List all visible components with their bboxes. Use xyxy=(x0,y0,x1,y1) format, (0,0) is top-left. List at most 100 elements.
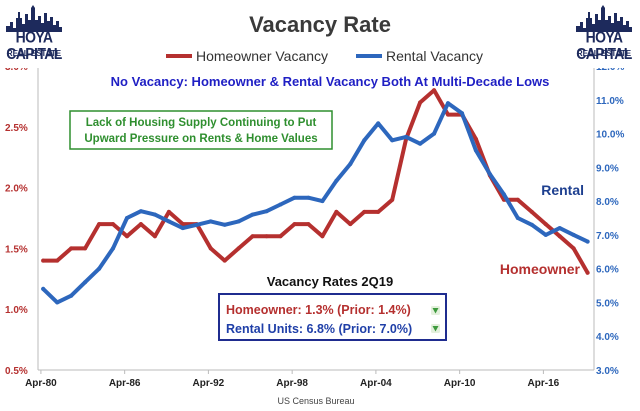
data-point-homeowner xyxy=(222,258,227,263)
data-point-rental xyxy=(194,222,199,227)
right-y-tick-label: 4.0% xyxy=(596,332,619,343)
data-point-rental xyxy=(292,195,297,200)
data-point-rental xyxy=(515,216,520,220)
left-y-tick-label: 2.5% xyxy=(5,123,28,134)
data-point-rental xyxy=(501,192,506,197)
homeowner-down-arrow-icon xyxy=(431,306,440,315)
data-point-rental xyxy=(41,286,46,291)
data-point-rental xyxy=(83,280,88,285)
chart-title: Vacancy Rate xyxy=(249,12,391,37)
data-point-rental xyxy=(138,209,143,214)
left-y-tick-label: 0.5% xyxy=(5,366,28,377)
data-point-homeowner xyxy=(125,234,129,239)
data-point-rental xyxy=(278,202,283,207)
source-note: US Census Bureau xyxy=(277,396,354,406)
data-point-rental xyxy=(306,195,311,200)
data-point-rental xyxy=(543,232,548,237)
data-point-rental xyxy=(55,300,60,305)
legend-label-rental: Rental Vacancy xyxy=(386,48,483,64)
x-tick-label: Apr-92 xyxy=(193,378,225,389)
right-y-tick-label: 10.0% xyxy=(596,130,624,141)
data-point-rental xyxy=(264,209,269,214)
data-point-rental xyxy=(432,131,437,136)
right-y-tick-label: 6.0% xyxy=(596,265,619,276)
data-point-homeowner xyxy=(529,209,534,214)
hoya-capital-logo-right: HOYA CAPITAL REAL ESTATE xyxy=(572,4,636,68)
rental-down-arrow-icon xyxy=(431,324,440,333)
data-point-homeowner xyxy=(432,88,437,93)
data-point-rental xyxy=(404,134,409,139)
data-point-homeowner xyxy=(348,222,353,227)
data-point-homeowner xyxy=(585,270,590,275)
data-point-rental xyxy=(250,212,255,217)
x-tick-label: Apr-80 xyxy=(25,378,57,389)
data-point-rental xyxy=(362,138,367,143)
data-point-homeowner xyxy=(446,112,450,117)
data-point-rental xyxy=(585,239,590,244)
rental-series-label: Rental xyxy=(541,182,584,198)
data-point-homeowner xyxy=(557,234,562,239)
right-y-tick-label: 5.0% xyxy=(596,298,619,309)
right-y-tick-label: 3.0% xyxy=(596,366,619,377)
data-point-homeowner xyxy=(111,222,115,227)
data-point-rental xyxy=(125,216,129,220)
data-point-rental xyxy=(222,222,227,227)
data-point-homeowner xyxy=(69,246,74,251)
data-point-rental xyxy=(69,293,74,298)
series-line-rental xyxy=(41,101,590,305)
x-tick-label: Apr-10 xyxy=(444,378,476,389)
logo-sub: REAL ESTATE xyxy=(6,49,62,58)
data-point-homeowner xyxy=(138,222,143,227)
data-point-homeowner xyxy=(166,209,171,214)
x-tick-label: Apr-86 xyxy=(109,378,141,389)
left-y-tick-label: 1.0% xyxy=(5,305,28,316)
data-point-rental xyxy=(418,141,423,146)
data-point-homeowner xyxy=(292,222,297,227)
data-point-homeowner xyxy=(264,234,269,239)
skyline-icon xyxy=(6,5,62,32)
data-point-rental xyxy=(376,121,381,126)
legend-label-homeowner: Homeowner Vacancy xyxy=(196,48,328,64)
axes xyxy=(37,66,595,371)
data-point-rental xyxy=(111,246,115,251)
data-point-rental xyxy=(320,199,325,204)
data-point-rental xyxy=(97,266,102,271)
data-point-homeowner xyxy=(236,246,241,251)
data-point-rental xyxy=(236,219,241,224)
left-y-tick-label: 2.0% xyxy=(5,184,28,195)
data-point-homeowner xyxy=(152,234,157,239)
x-tick-label: Apr-04 xyxy=(360,378,392,389)
data-point-homeowner xyxy=(320,234,325,239)
data-point-homeowner xyxy=(362,209,367,214)
hoya-capital-logo-left: HOYA CAPITAL REAL ESTATE xyxy=(2,4,66,68)
data-point-rental xyxy=(557,226,562,231)
data-point-homeowner xyxy=(97,222,102,227)
logo-name: HOYA CAPITAL xyxy=(6,27,62,63)
skyline-icon xyxy=(576,5,632,32)
left-y-tick-label: 1.5% xyxy=(5,244,28,255)
data-point-homeowner xyxy=(278,234,283,239)
rates-homeowner-text: Homeowner: 1.3% (Prior: 1.4%) xyxy=(226,303,411,317)
data-point-homeowner xyxy=(571,246,576,251)
data-point-homeowner xyxy=(473,137,478,141)
data-point-rental xyxy=(152,212,157,217)
right-y-tick-labels: 3.0%4.0%5.0%6.0%7.0%8.0%9.0%10.0%11.0%12… xyxy=(596,62,624,377)
data-point-rental xyxy=(460,111,464,116)
data-point-homeowner xyxy=(306,222,311,227)
data-point-rental xyxy=(571,232,576,237)
right-y-tick-label: 7.0% xyxy=(596,231,619,242)
data-point-rental xyxy=(166,219,171,224)
annotation-box-frame xyxy=(69,110,333,150)
series-lines xyxy=(41,88,590,305)
rates-box-title: Vacancy Rates 2Q19 xyxy=(267,274,393,289)
right-y-tick-label: 11.0% xyxy=(596,96,624,107)
homeowner-series-label: Homeowner xyxy=(500,261,581,277)
logo-sub: REAL ESTATE xyxy=(576,49,632,58)
legend: Homeowner Vacancy Rental Vacancy xyxy=(166,48,483,64)
data-point-homeowner xyxy=(83,246,88,251)
data-point-rental xyxy=(390,138,395,143)
data-point-rental xyxy=(487,172,492,177)
data-point-rental xyxy=(446,101,450,106)
